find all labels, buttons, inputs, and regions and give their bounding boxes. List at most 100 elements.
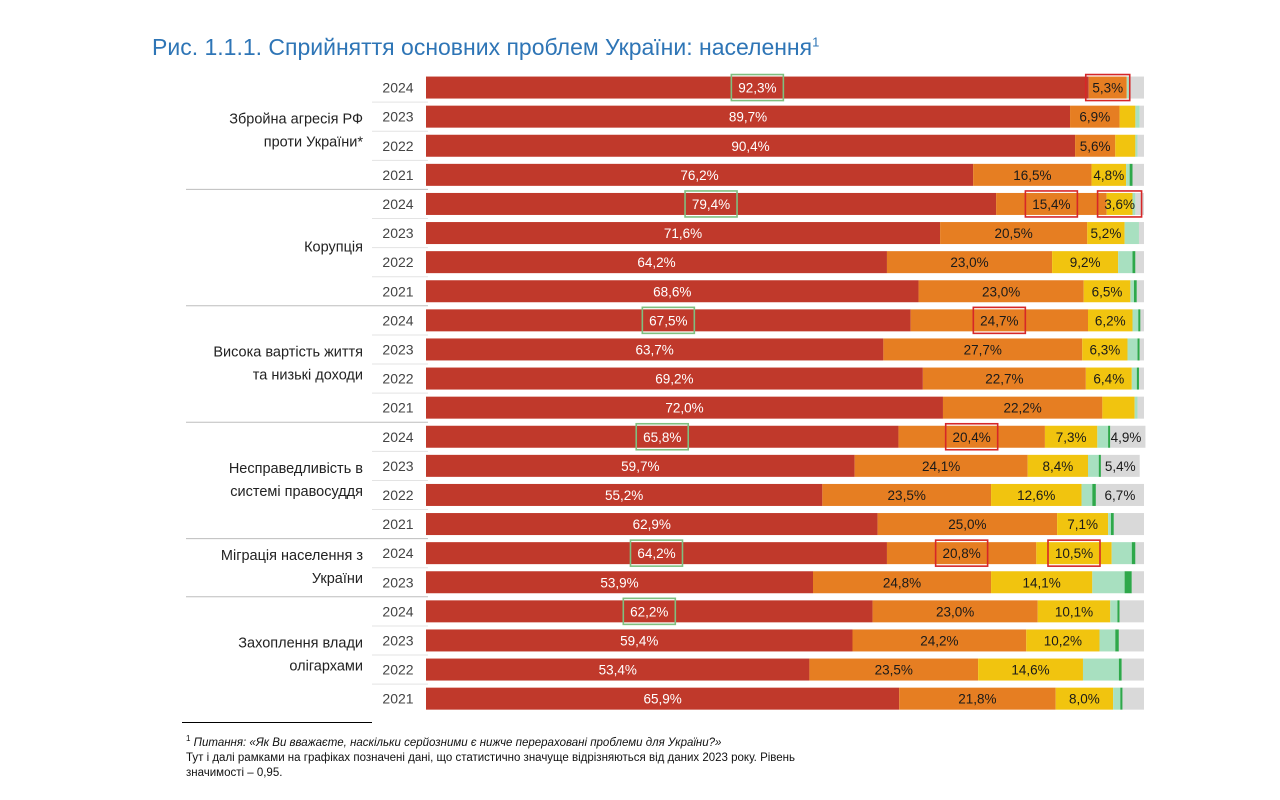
data-label: 10,5%	[1055, 546, 1093, 561]
bar-segment-serious	[1075, 134, 1116, 157]
category-label: Захоплення влади	[238, 636, 363, 652]
data-label: 6,7%	[1105, 488, 1136, 503]
data-label: 24,2%	[920, 633, 958, 648]
bar-segment-not-serious	[1087, 454, 1099, 477]
bar-segment-serious	[852, 629, 1027, 652]
bar-segment-very-serious	[426, 658, 810, 681]
bar-segment-somewhat-serious	[1036, 542, 1112, 565]
data-label: 23,0%	[982, 284, 1020, 299]
bar-segment-not-at-all-serious	[1108, 425, 1111, 448]
significant-increase-box	[730, 73, 785, 102]
bar-segment-serious	[899, 687, 1056, 710]
data-label: 6,9%	[1079, 110, 1110, 125]
figure-title: Рис. 1.1.1. Сприйняття основних проблем …	[152, 34, 819, 61]
data-label: 10,2%	[1044, 633, 1082, 648]
bar-segment-hard-to-say	[1137, 396, 1144, 419]
bar-segment-serious	[886, 542, 1037, 565]
year-label: 2022	[382, 662, 413, 678]
bar-segment-serious	[813, 571, 992, 594]
bar-segment-serious	[918, 280, 1084, 303]
bar-segment-very-serious	[426, 134, 1076, 157]
category-label: Збройна агресія РФ	[229, 112, 363, 128]
bar-segment-very-serious	[426, 600, 873, 623]
bar-segment-hard-to-say	[1135, 542, 1144, 565]
data-label: 24,1%	[922, 459, 960, 474]
data-label: 14,6%	[1011, 663, 1049, 678]
data-label: 24,7%	[980, 313, 1018, 328]
footnote-note: Тут і далі рамками на графіках позначені…	[186, 751, 796, 779]
bar-segment-not-serious	[1132, 309, 1139, 332]
bar-segment-hard-to-say	[1132, 163, 1144, 186]
bar-segment-somewhat-serious	[1119, 105, 1136, 128]
bar-segment-serious	[809, 658, 979, 681]
bar-segment-hard-to-say	[1130, 76, 1144, 99]
data-label: 22,2%	[1004, 401, 1042, 416]
year-label: 2023	[382, 109, 413, 125]
data-label: 71,6%	[664, 226, 702, 241]
significant-decrease-box	[1084, 73, 1131, 102]
year-label: 2021	[382, 167, 413, 183]
bar-segment-not-at-all-serious	[1133, 280, 1137, 303]
bar-segment-not-serious	[1113, 687, 1121, 710]
bar-segment-hard-to-say	[1119, 600, 1144, 623]
bar-segment-not-serious	[1082, 658, 1119, 681]
bar-segment-hard-to-say	[1121, 658, 1144, 681]
bar-segment-not-at-all-serious	[1124, 571, 1132, 594]
category-label: Міграція населення з	[221, 548, 363, 564]
data-label: 5,3%	[1092, 81, 1123, 96]
significant-decrease-box	[1096, 190, 1143, 218]
bar-segment-very-serious	[426, 542, 887, 565]
data-label: 23,5%	[875, 663, 913, 678]
bar-segment-not-at-all-serious	[1092, 483, 1096, 506]
bar-segment-somewhat-serious	[1026, 629, 1100, 652]
data-label: 15,4%	[1032, 197, 1070, 212]
data-label: 20,4%	[953, 430, 991, 445]
bar-segment-serious	[883, 338, 1083, 361]
data-label: 64,2%	[637, 255, 675, 270]
category-label: олігархами	[289, 659, 363, 675]
bar-segment-very-serious	[426, 513, 878, 536]
data-label: 67,5%	[649, 313, 687, 328]
bar-segment-not-at-all-serious	[1098, 454, 1101, 477]
category-label: Несправедливість в	[229, 461, 363, 477]
year-label: 2021	[382, 400, 413, 416]
bar-segment-not-serious	[1097, 425, 1109, 448]
bar-segment-serious	[942, 396, 1103, 419]
bar-segment-somewhat-serious	[1115, 134, 1136, 157]
bar-segment-not-serious	[1135, 134, 1138, 157]
significant-decrease-box	[934, 539, 989, 567]
bar-segment-serious	[940, 222, 1088, 245]
category-label: та низькі доходи	[253, 368, 363, 384]
bar-segment-serious	[922, 367, 1086, 390]
year-label: 2023	[382, 632, 413, 648]
year-label: 2024	[382, 312, 413, 328]
bar-segment-not-serious	[1110, 600, 1118, 623]
data-label: 20,5%	[995, 226, 1033, 241]
significant-increase-box	[684, 190, 738, 218]
bar-segment-hard-to-say	[1118, 629, 1144, 652]
data-label: 63,7%	[636, 342, 674, 357]
data-label: 55,2%	[605, 488, 643, 503]
data-label: 76,2%	[680, 168, 718, 183]
title-footnote-mark: 1	[812, 34, 820, 50]
data-label: 21,8%	[958, 692, 996, 707]
bar-segment-not-serious	[1132, 192, 1136, 215]
bar-segment-not-at-all-serious	[1132, 251, 1136, 274]
year-label: 2021	[382, 516, 413, 532]
data-label: 16,5%	[1013, 168, 1051, 183]
data-label: 4,8%	[1093, 168, 1124, 183]
data-label: 5,4%	[1105, 459, 1136, 474]
bar-segment-serious	[822, 483, 992, 506]
bar-segment-somewhat-serious	[991, 483, 1082, 506]
data-label: 5,2%	[1091, 226, 1122, 241]
bar-segment-very-serious	[426, 309, 911, 332]
bar-segment-hard-to-say	[1122, 687, 1144, 710]
bar-segment-not-serious	[1126, 163, 1130, 186]
bar-segment-not-serious	[1118, 251, 1133, 274]
data-label: 12,6%	[1017, 488, 1055, 503]
bar-segment-hard-to-say	[1137, 134, 1144, 157]
bar-segment-very-serious	[426, 105, 1071, 128]
category-label: України	[312, 571, 363, 587]
bar-segment-hard-to-say	[1140, 309, 1144, 332]
bar-segment-serious	[886, 251, 1053, 274]
